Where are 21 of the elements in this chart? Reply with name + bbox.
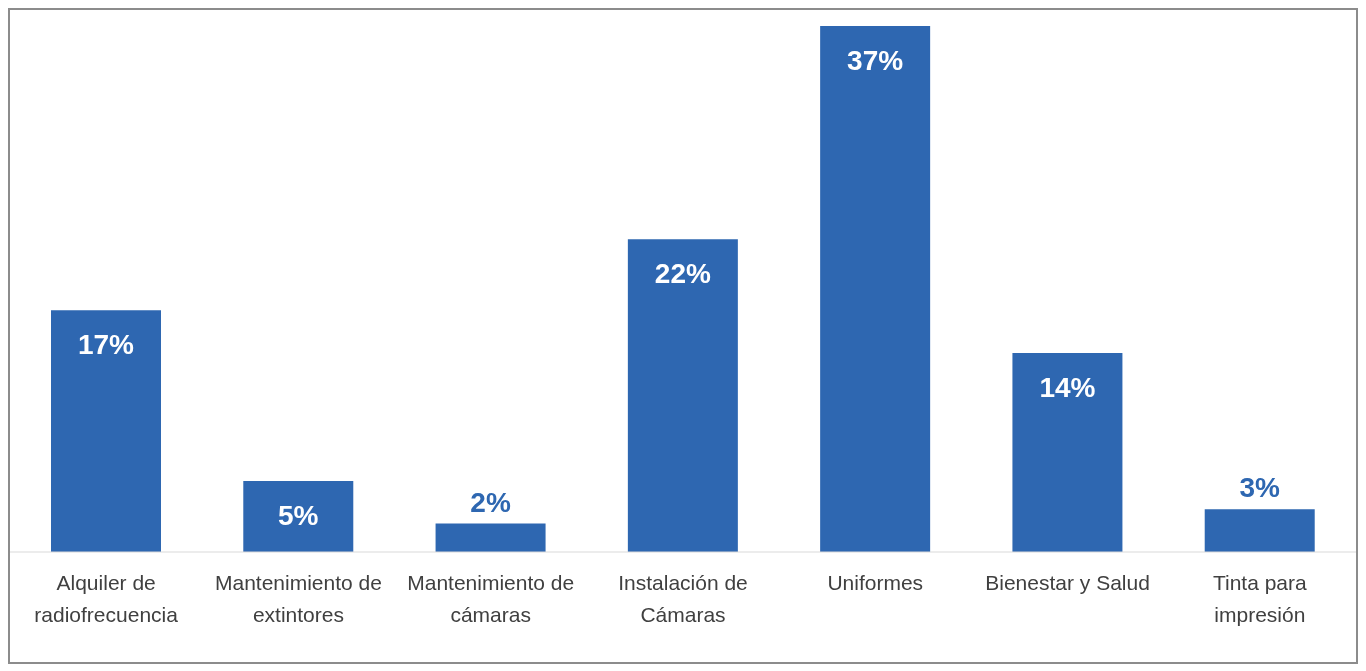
bar	[243, 480, 354, 552]
x-tick-label: Tinta para impresión	[1212, 571, 1308, 626]
bar	[1012, 352, 1123, 552]
bar	[51, 310, 161, 552]
x-tick-label: Instalación de Cámaras	[618, 571, 748, 626]
bar	[627, 239, 738, 552]
data-label: 2%	[470, 486, 511, 518]
bar	[1204, 509, 1315, 552]
data-label: 22%	[654, 258, 711, 290]
data-label: 3%	[1239, 472, 1281, 504]
x-tick-label: Alquiler de radiofrecuencia	[34, 571, 179, 626]
bar	[435, 523, 546, 552]
bar	[820, 26, 931, 552]
data-label: 17%	[77, 329, 135, 361]
x-tick-label: Bienestar y Salud	[985, 571, 1150, 594]
data-label: 37%	[847, 45, 904, 76]
x-tick-label: Uniformes	[827, 571, 924, 594]
data-label: 14%	[1039, 371, 1096, 403]
data-label: 5%	[278, 499, 319, 531]
x-tick-label: Mantenimiento de cámaras	[407, 571, 575, 626]
x-tick-label: Mantenimiento de extintores	[214, 571, 382, 626]
